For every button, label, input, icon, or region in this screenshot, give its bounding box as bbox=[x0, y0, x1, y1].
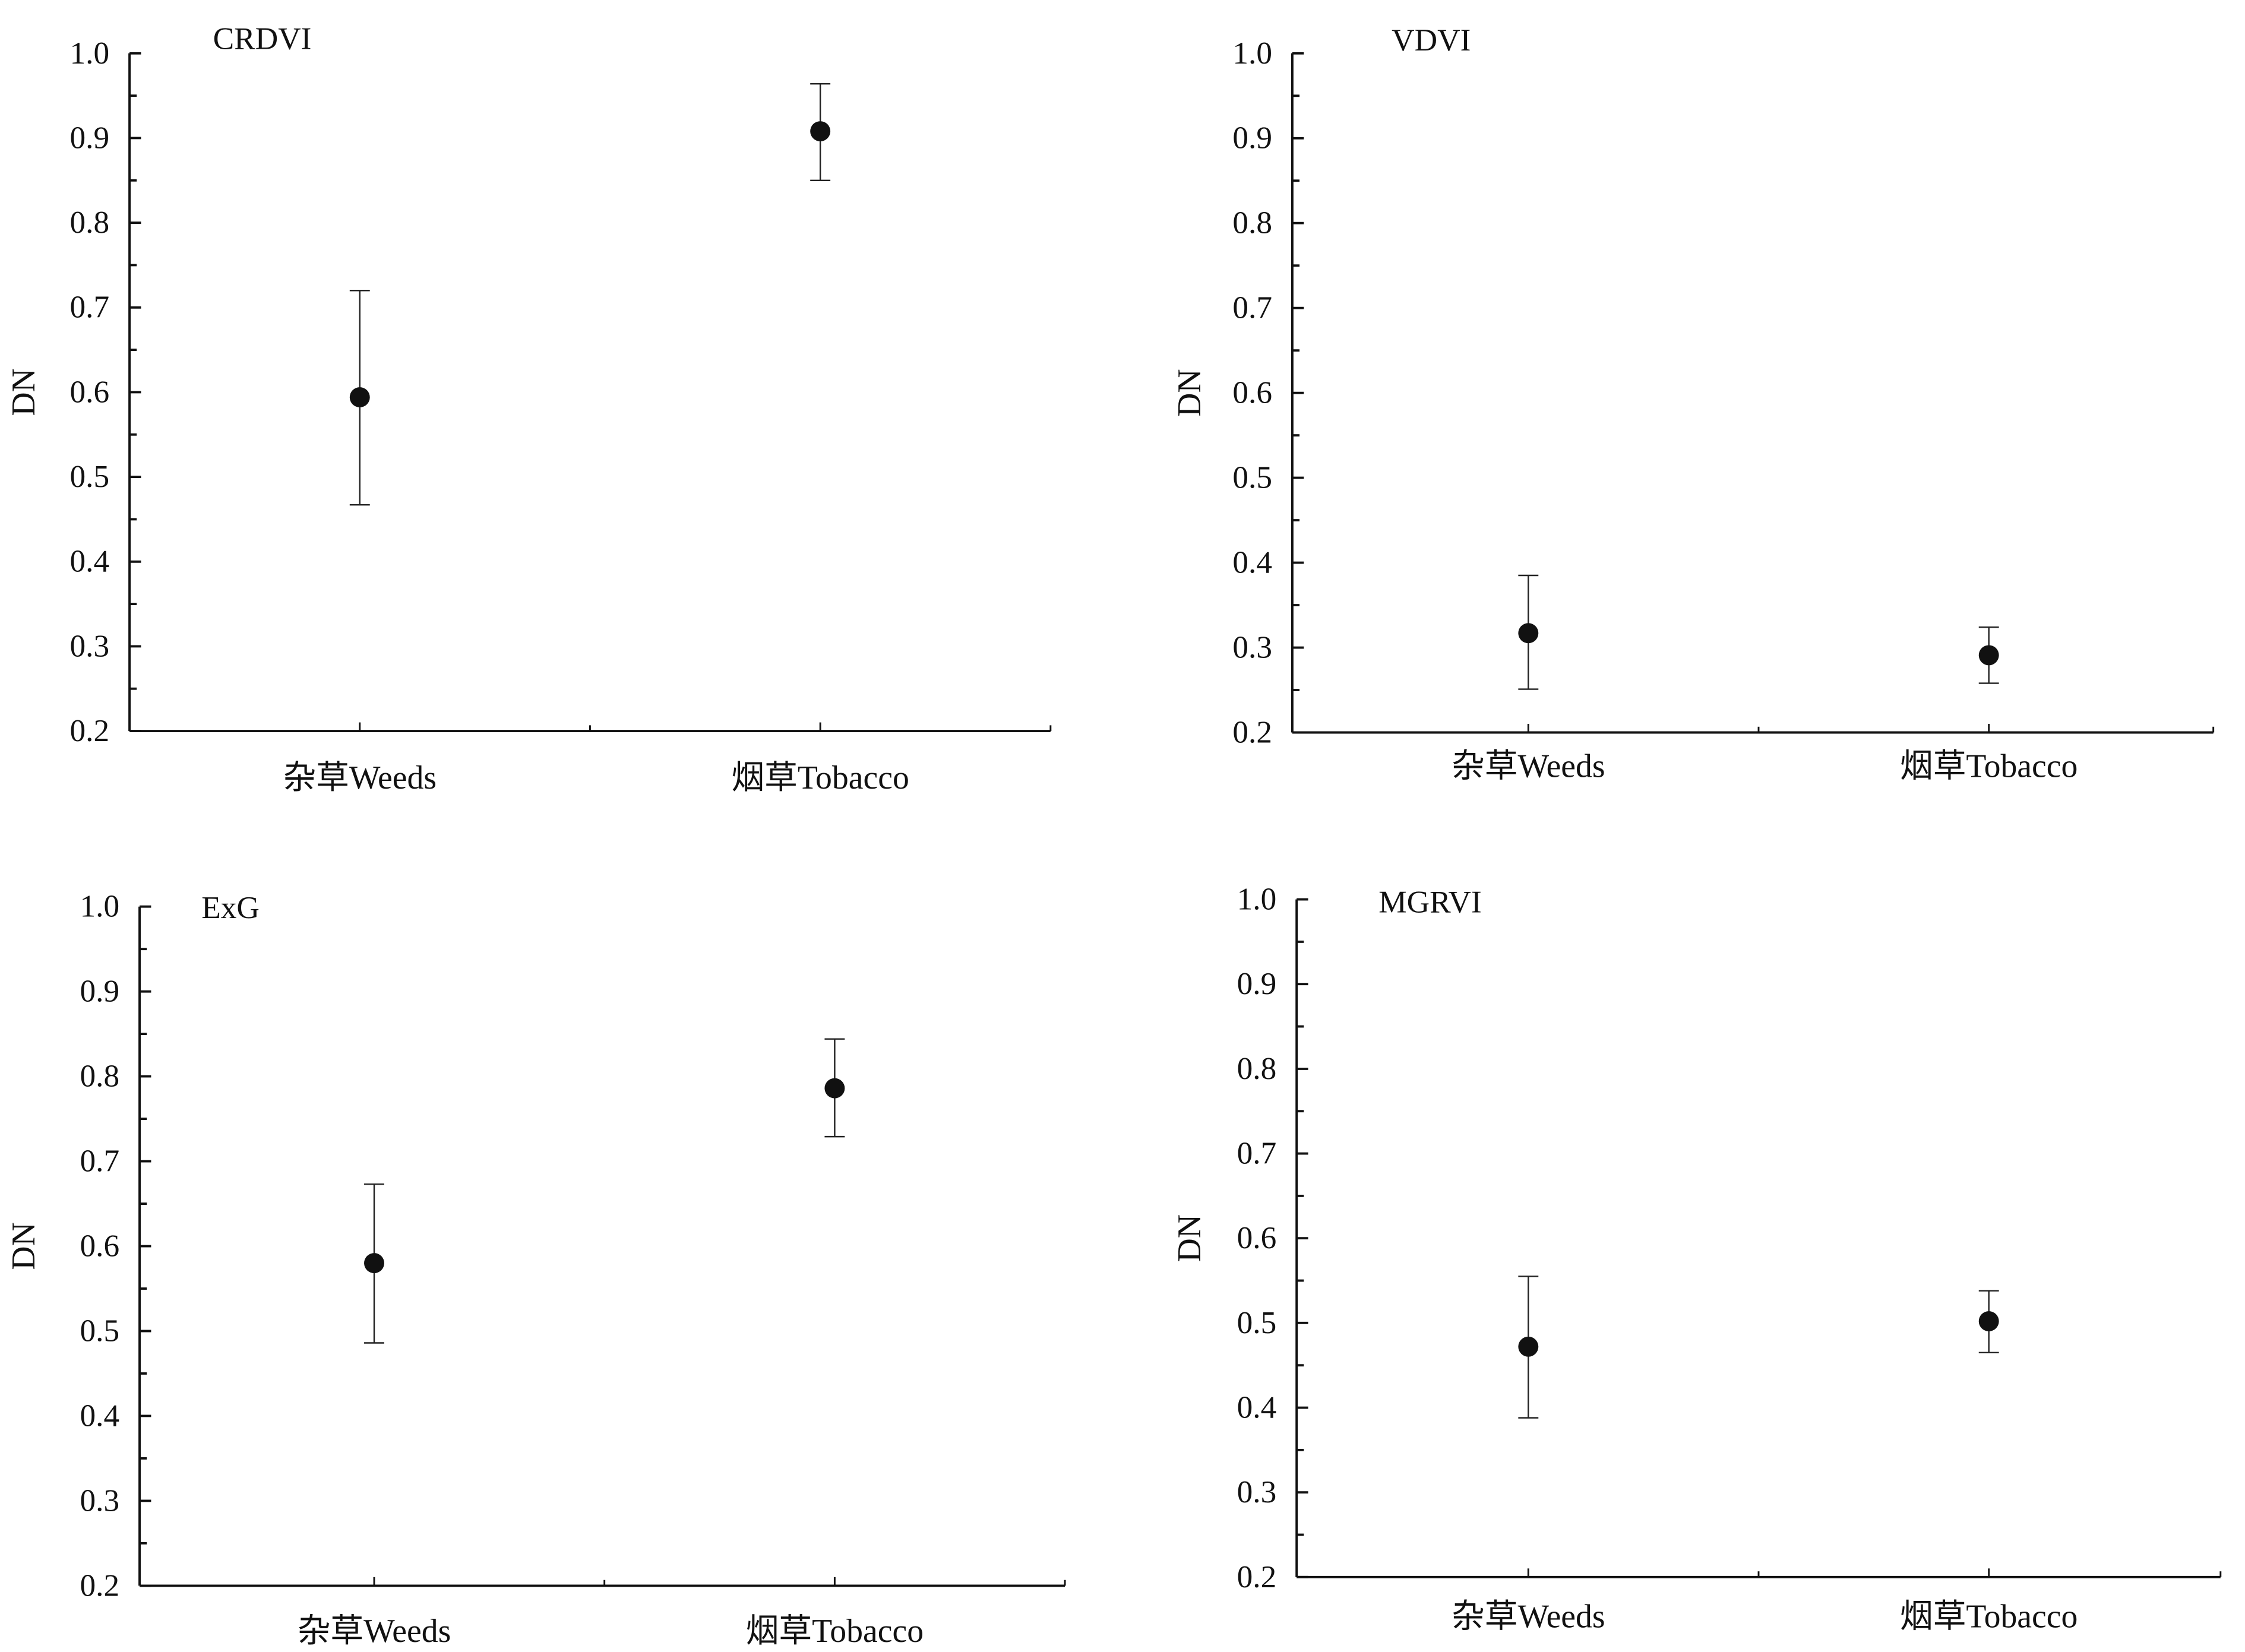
y-tick-label: 0.5 bbox=[1232, 460, 1272, 495]
y-tick-label: 0.7 bbox=[80, 1144, 119, 1179]
y-tick-label: 0.5 bbox=[70, 459, 110, 494]
data-point-1 bbox=[824, 1078, 845, 1099]
y-tick-label: 0.2 bbox=[70, 713, 110, 748]
y-axis-label: DN bbox=[1171, 369, 1208, 416]
data-point-0 bbox=[364, 1253, 384, 1274]
chart-title: VDVI bbox=[1392, 23, 1471, 58]
y-tick-label: 0.5 bbox=[80, 1313, 119, 1348]
x-tick-label: 杂草Weeds bbox=[298, 1613, 451, 1650]
y-tick-label: 1.0 bbox=[1232, 36, 1272, 71]
x-tick-label: 烟草Tobacco bbox=[746, 1613, 924, 1650]
y-tick-label: 0.9 bbox=[70, 120, 110, 155]
data-point-0 bbox=[1518, 623, 1539, 644]
y-tick-label: 0.6 bbox=[1232, 375, 1272, 410]
y-tick-label: 0.4 bbox=[1237, 1390, 1277, 1425]
y-tick-label: 0.7 bbox=[1232, 290, 1272, 325]
y-tick-label: 0.8 bbox=[1232, 205, 1272, 240]
y-tick-label: 0.8 bbox=[1237, 1051, 1277, 1086]
y-tick-label: 0.3 bbox=[1232, 630, 1272, 665]
y-tick-label: 0.5 bbox=[1237, 1305, 1277, 1340]
y-tick-label: 0.2 bbox=[1232, 714, 1272, 749]
x-tick-label: 杂草Weeds bbox=[1452, 1599, 1605, 1635]
x-tick-label: 烟草Tobacco bbox=[731, 759, 909, 796]
chart-title: CRDVI bbox=[213, 21, 312, 56]
y-tick-label: 0.8 bbox=[70, 205, 110, 240]
chart-title: ExG bbox=[201, 890, 260, 925]
data-point-0 bbox=[1518, 1336, 1539, 1357]
x-tick-label: 杂草Weeds bbox=[1452, 748, 1605, 785]
y-tick-label: 0.6 bbox=[1237, 1220, 1277, 1255]
y-tick-label: 1.0 bbox=[1237, 882, 1277, 917]
y-tick-label: 0.9 bbox=[1237, 966, 1277, 1001]
y-tick-label: 1.0 bbox=[80, 889, 119, 924]
y-axis-label: DN bbox=[5, 1222, 42, 1270]
y-tick-label: 1.0 bbox=[70, 36, 110, 71]
data-point-1 bbox=[1978, 1311, 1999, 1331]
y-tick-label: 0.2 bbox=[1237, 1559, 1277, 1594]
y-tick-label: 0.4 bbox=[1232, 545, 1272, 580]
y-tick-label: 0.6 bbox=[80, 1229, 119, 1264]
y-tick-label: 0.3 bbox=[80, 1483, 119, 1518]
y-tick-label: 0.3 bbox=[70, 628, 110, 663]
y-tick-label: 0.2 bbox=[80, 1568, 119, 1603]
x-tick-label: 烟草Tobacco bbox=[1900, 748, 2078, 785]
y-tick-label: 0.8 bbox=[80, 1059, 119, 1094]
chart-title: MGRVI bbox=[1378, 884, 1481, 919]
data-point-0 bbox=[349, 387, 370, 407]
y-tick-label: 0.4 bbox=[80, 1398, 119, 1433]
y-tick-label: 0.3 bbox=[1237, 1474, 1277, 1509]
data-point-1 bbox=[810, 121, 831, 142]
y-tick-label: 0.9 bbox=[80, 974, 119, 1009]
x-tick-label: 杂草Weeds bbox=[283, 759, 437, 796]
y-tick-label: 0.7 bbox=[70, 290, 110, 325]
y-tick-label: 0.4 bbox=[70, 544, 110, 579]
y-axis-label: DN bbox=[1171, 1214, 1208, 1262]
y-tick-label: 0.9 bbox=[1232, 121, 1272, 156]
y-axis-label: DN bbox=[5, 368, 42, 416]
data-point-1 bbox=[1978, 645, 1999, 666]
y-tick-label: 0.6 bbox=[70, 374, 110, 409]
y-tick-label: 0.7 bbox=[1237, 1136, 1277, 1171]
x-tick-label: 烟草Tobacco bbox=[1900, 1599, 2078, 1635]
